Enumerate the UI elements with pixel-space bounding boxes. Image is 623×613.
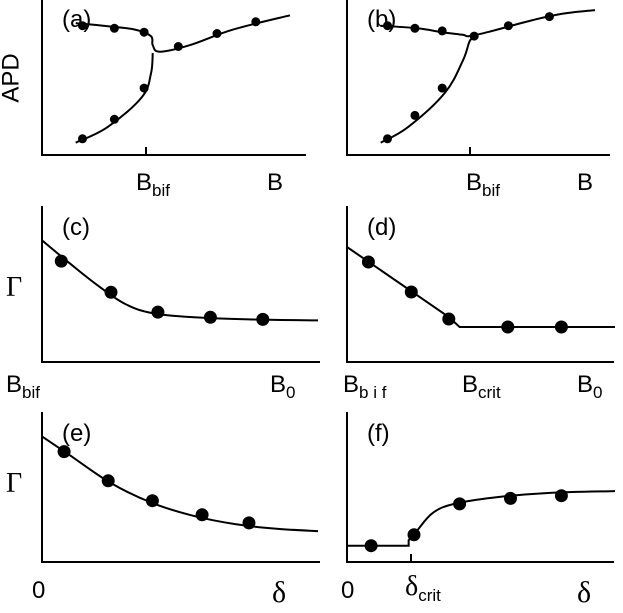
panel-a-data-point xyxy=(109,114,119,124)
panel-c-data-point xyxy=(203,310,217,324)
panel-e-curve-1 xyxy=(41,435,319,533)
panel-a-xlabel: B xyxy=(267,169,283,196)
panel-c-data-point xyxy=(151,305,165,319)
panel-c-ylabel: Γ xyxy=(6,272,22,303)
panel-a-data-point xyxy=(109,23,119,33)
panel-b-xtick-label-bif: Bbif xyxy=(466,169,500,200)
panel-f-xtick-label-crit-sub: crit xyxy=(418,586,441,605)
panel-a-data-point xyxy=(139,27,149,37)
panel-f-xtick-label-crit: δcrit xyxy=(405,571,441,605)
panel-a-label: (a) xyxy=(62,6,91,33)
panel-d-data-point xyxy=(442,312,456,326)
panel-d-xtick-label-b0: B0 xyxy=(577,371,602,402)
panel-f-xlabel: δ xyxy=(577,576,591,609)
panel-c xyxy=(41,206,320,363)
panel-d-xtick-label-bif: Bb i f xyxy=(343,371,387,402)
panel-d-xtick-label-bif-sub: b i f xyxy=(359,383,387,402)
panel-a-data-point xyxy=(212,29,222,38)
panel-c-xtick-label-b0: B0 xyxy=(270,371,295,402)
panel-e-data-point xyxy=(195,508,209,522)
panel-d-data-point xyxy=(554,320,568,334)
panel-f-label: (f) xyxy=(367,420,390,447)
plot-layer xyxy=(41,9,616,553)
panel-f-xtick-label-crit-main: δ xyxy=(405,571,418,602)
panel-d-xtick-label-crit-main: B xyxy=(462,371,478,398)
panel-d-xtick-label-b0-main: B xyxy=(577,371,593,398)
panel-b-xlabel: B xyxy=(577,169,593,196)
panel-c-curve-1 xyxy=(41,239,319,322)
panel-a xyxy=(41,0,306,156)
panel-d-data-point xyxy=(501,320,515,334)
panel-f-axes xyxy=(346,412,614,563)
panel-b xyxy=(346,0,610,156)
panel-e-ylabel: Γ xyxy=(6,468,22,499)
panel-a-ylabel: APD xyxy=(0,53,24,102)
panel-e-data-point xyxy=(242,516,256,530)
panel-e-data-point xyxy=(101,474,115,488)
panel-c-label: (c) xyxy=(62,214,90,241)
panel-d-curve-1 xyxy=(346,246,615,328)
panel-a-curve-2 xyxy=(75,52,154,144)
panel-f-curve-1 xyxy=(347,490,616,547)
panel-d-xtick-label-b0-sub: 0 xyxy=(593,383,602,402)
panel-c-data-point xyxy=(104,285,118,299)
panel-c-xtick-label-bif-sub: bif xyxy=(22,383,40,402)
panel-b-xtick-label-bif-sub: bif xyxy=(482,181,500,200)
panel-a-xtick-label-bif: Bbif xyxy=(136,169,170,200)
panel-c-data-point xyxy=(256,312,270,326)
panel-b-data-point xyxy=(437,26,447,36)
panel-e xyxy=(41,412,320,563)
panel-b-data-point xyxy=(410,23,420,33)
panel-d-label: (d) xyxy=(367,214,396,241)
panel-b-data-point xyxy=(410,110,420,120)
panel-e-data-point xyxy=(57,445,71,459)
panel-c-xtick-label-bif: Bbif xyxy=(6,371,40,402)
panel-b-data-point xyxy=(383,21,392,31)
panel-c-xtick-label-bif-main: B xyxy=(6,371,22,398)
panel-a-data-point xyxy=(251,17,261,27)
panel-f xyxy=(346,412,614,563)
panel-b-data-point xyxy=(437,83,447,93)
panel-a-axes xyxy=(41,0,306,156)
panel-c-xtick-label-b0-sub: 0 xyxy=(286,383,295,402)
panel-a-data-point xyxy=(139,83,149,93)
panel-e-xlabel: δ xyxy=(272,576,286,609)
panel-b-axes xyxy=(346,0,610,156)
panel-d-data-point xyxy=(404,285,418,299)
panel-e-data-point xyxy=(145,494,159,508)
panel-b-data-point xyxy=(383,134,392,144)
panel-f-data-point xyxy=(504,491,517,505)
panel-c-data-point xyxy=(54,254,68,268)
panel-f-data-point xyxy=(407,528,421,542)
panel-d-axes xyxy=(346,206,614,363)
panel-b-curve-2 xyxy=(380,36,475,144)
panel-c-axes xyxy=(41,206,320,363)
panel-a-data-point xyxy=(173,42,183,51)
panel-d-xtick-label-bif-main: B xyxy=(343,371,359,398)
panel-d-data-point xyxy=(361,255,375,269)
panel-b-data-point xyxy=(544,12,554,22)
panel-e-xtick-label-zero: 0 xyxy=(32,577,45,604)
panel-c-xtick-label-b0-main: B xyxy=(270,371,286,398)
panel-f-data-point xyxy=(554,489,568,503)
panel-e-axes xyxy=(41,412,320,563)
panel-a-xtick-label-bif-main: B xyxy=(136,169,152,196)
panel-b-data-point xyxy=(469,31,479,41)
panel-f-xtick-label-zero: 0 xyxy=(341,577,354,604)
panel-d-xtick-label-crit: Bcrit xyxy=(462,371,501,402)
panel-f-data-point xyxy=(453,497,467,511)
panel-b-curve-1 xyxy=(380,9,596,38)
panel-d-xtick-label-crit-sub: crit xyxy=(478,383,501,402)
panel-a-data-point xyxy=(78,21,87,31)
panel-b-label: (b) xyxy=(367,6,396,33)
panel-a-xtick-label-bif-sub: bif xyxy=(152,181,170,200)
panel-d xyxy=(346,206,614,363)
panel-e-label: (e) xyxy=(62,420,91,447)
panel-f-data-point xyxy=(364,539,378,553)
panel-b-data-point xyxy=(503,21,513,31)
panel-b-xtick-label-bif-main: B xyxy=(466,169,482,196)
panel-a-data-point xyxy=(78,134,87,144)
